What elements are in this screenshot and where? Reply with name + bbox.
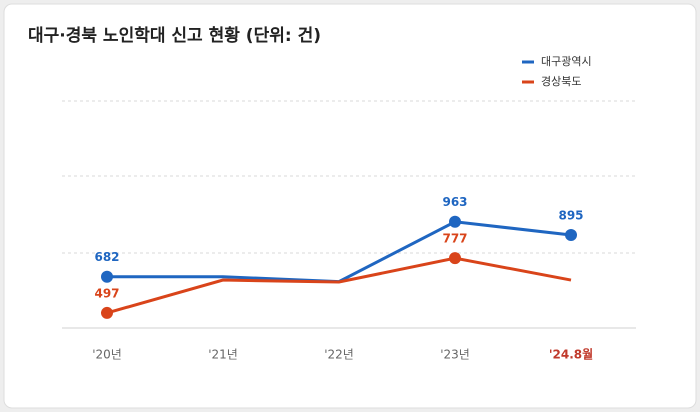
point	[449, 215, 461, 228]
x-tick-label: '24.8월	[549, 347, 593, 362]
data-label: 682	[94, 250, 119, 264]
point	[449, 252, 461, 265]
card	[3, 3, 697, 409]
x-tick-label: '21년	[208, 348, 238, 362]
data-label: 497	[94, 286, 119, 300]
x-tick-label: '23년	[440, 348, 470, 362]
point	[101, 270, 113, 283]
data-label: 777	[442, 232, 467, 246]
chart-title: 대구·경북 노인학대 신고 현황 (단위: 건)	[28, 26, 321, 46]
x-tick-label: '22년	[324, 348, 354, 362]
legend-label: 경상북도	[541, 75, 581, 88]
x-tick-label: '20년	[92, 348, 122, 362]
point	[565, 229, 577, 242]
point	[101, 306, 113, 319]
legend-label: 대구광역시	[541, 55, 592, 68]
line	[106, 256, 572, 315]
data-label: 895	[558, 209, 583, 223]
data-label: 963	[442, 195, 467, 209]
